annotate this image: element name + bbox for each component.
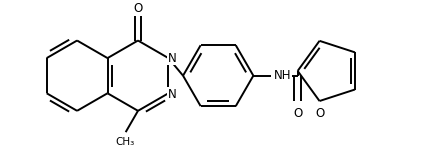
Text: N: N (168, 88, 176, 101)
Text: O: O (293, 107, 302, 120)
Text: N: N (168, 52, 176, 65)
Text: O: O (134, 2, 143, 15)
Text: CH₃: CH₃ (115, 137, 134, 147)
Text: NH: NH (273, 69, 291, 82)
Text: O: O (315, 107, 324, 120)
